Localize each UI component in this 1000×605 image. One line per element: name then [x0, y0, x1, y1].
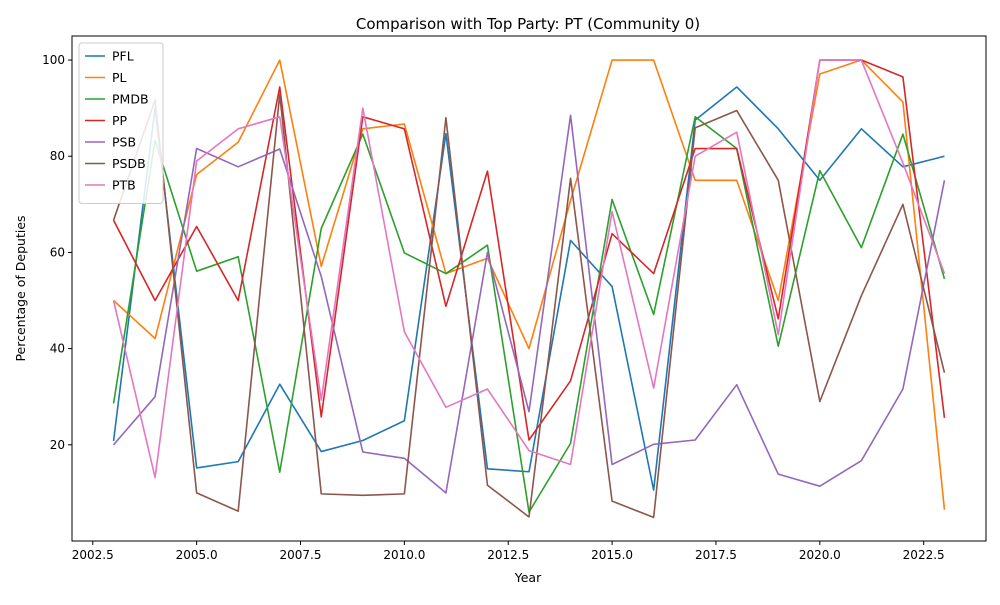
x-tick-label: 2012.5 — [487, 548, 529, 562]
legend: PFL PL PMDB PP PSB PSDB PTB — [78, 42, 164, 204]
legend-label-pl: PL — [112, 70, 127, 85]
series-line-psdb — [112, 93, 946, 519]
y-axis: 20 40 60 80 100 — [42, 53, 72, 452]
legend-label-ptb: PTB — [112, 178, 136, 193]
x-tick-label: 2007.5 — [280, 548, 322, 562]
x-axis: 2002.5 2005.0 2007.5 2010.0 2012.5 2015.0 2017… — [72, 541, 945, 562]
y-tick-label: 60 — [50, 245, 65, 259]
series-line-ptb — [112, 59, 946, 479]
series-line-pfl — [112, 86, 945, 491]
x-tick-label: 2020.0 — [799, 548, 841, 562]
plot-series-group — [112, 59, 946, 519]
y-tick-label: 100 — [42, 53, 65, 67]
legend-label-pmdb: PMDB — [112, 92, 149, 107]
x-tick-label: 2010.0 — [383, 548, 425, 562]
x-tick-label: 2005.0 — [176, 548, 218, 562]
x-axis-label: Year — [514, 570, 542, 585]
legend-label-pfl: PFL — [112, 49, 134, 64]
legend-label-psb: PSB — [112, 135, 136, 150]
chart-title: Comparison with Top Party: PT (Community… — [356, 15, 700, 33]
legend-label-psdb: PSDB — [112, 156, 146, 171]
x-tick-label: 2002.5 — [72, 548, 114, 562]
legend-label-pp: PP — [112, 113, 128, 128]
y-axis-label: Percentage of Deputies — [13, 215, 28, 361]
series-line-pl — [113, 59, 946, 510]
x-tick-label: 2017.5 — [695, 548, 737, 562]
x-tick-label: 2022.5 — [903, 548, 945, 562]
plot-area-frame — [71, 35, 987, 542]
y-tick-label: 20 — [50, 438, 65, 452]
y-tick-label: 40 — [50, 342, 65, 356]
series-line-psb — [112, 114, 946, 494]
series-line-pmdb — [112, 116, 946, 513]
x-tick-label: 2015.0 — [591, 548, 633, 562]
y-tick-label: 80 — [50, 149, 65, 163]
series-line-pp — [112, 59, 946, 441]
